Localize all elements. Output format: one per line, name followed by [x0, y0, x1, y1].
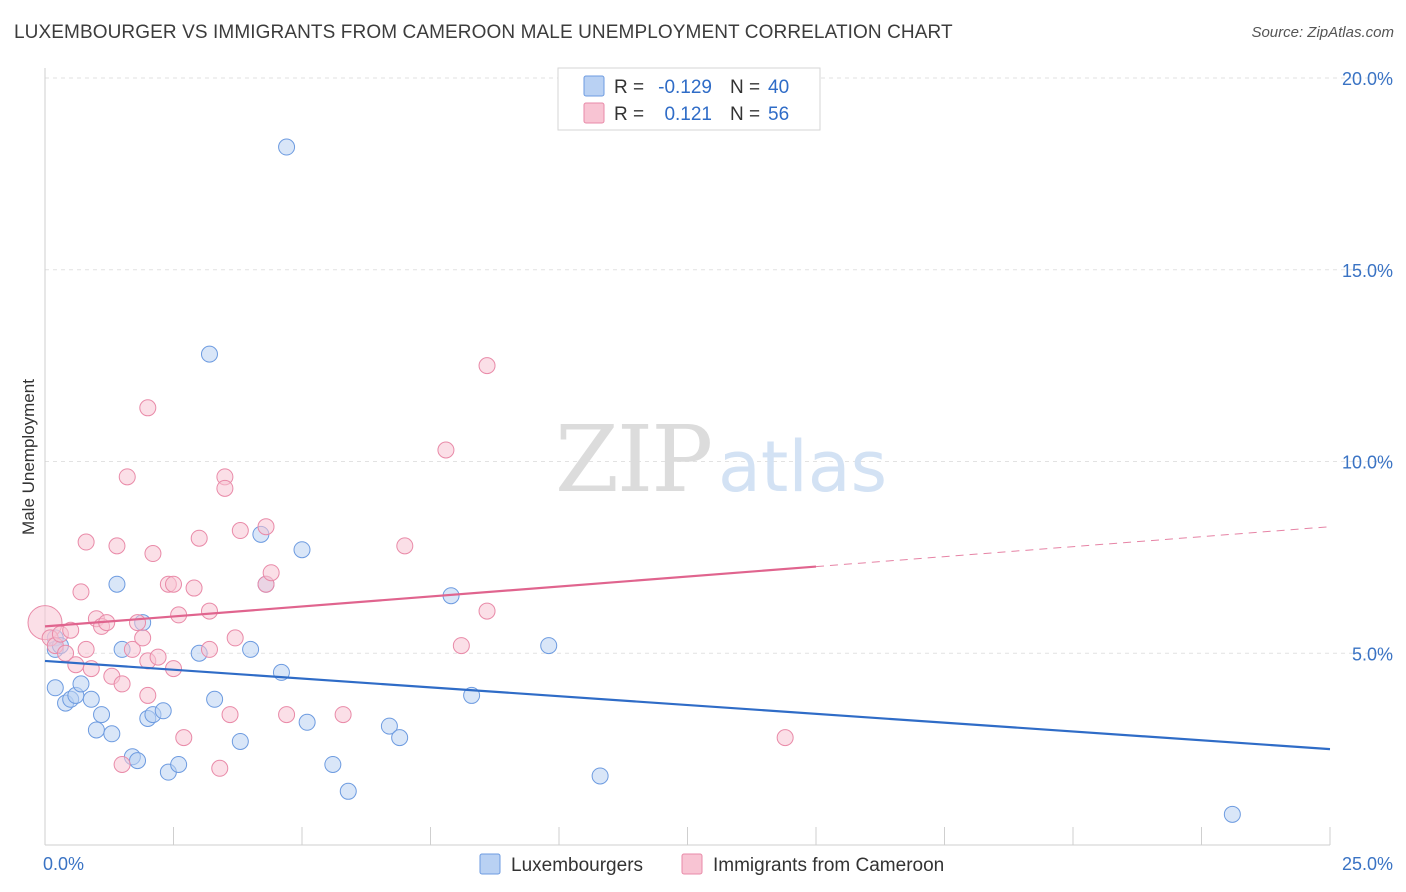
point-cameroon: [221, 706, 239, 724]
point-cameroon: [113, 675, 131, 693]
point-luxembourgers: [293, 541, 311, 559]
point-luxembourgers: [206, 690, 224, 708]
point-cameroon: [200, 602, 218, 620]
point-cameroon: [129, 614, 147, 632]
point-cameroon: [216, 479, 234, 497]
point-luxembourgers: [108, 575, 126, 593]
legend-r-value-pink: 0.121: [664, 104, 712, 125]
point-cameroon: [478, 357, 496, 375]
point-luxembourgers: [298, 713, 316, 731]
point-luxembourgers: [87, 721, 105, 739]
x-tick-label: 25.0%: [1342, 854, 1393, 874]
point-luxembourgers: [129, 752, 147, 770]
point-cameroon: [144, 545, 162, 563]
legend-n-value-pink: 56: [768, 104, 789, 125]
point-cameroon: [134, 629, 152, 647]
point-cameroon: [185, 579, 203, 597]
point-cameroon: [200, 640, 218, 658]
point-luxembourgers: [200, 345, 218, 363]
watermark-atlas: atlas: [718, 426, 887, 508]
bottom-legend-label-pink: Immigrants from Cameroon: [713, 855, 944, 876]
point-luxembourgers: [540, 637, 558, 655]
point-luxembourgers: [93, 706, 111, 724]
point-luxembourgers: [242, 640, 260, 658]
point-cameroon: [139, 399, 157, 417]
point-cameroon: [165, 575, 182, 593]
point-luxembourgers: [170, 755, 188, 773]
x-tick-label: 0.0%: [43, 854, 84, 874]
axes-layer: 5.0% 10.0% 15.0% 20.0% 0.0% 25.0%: [43, 68, 1393, 874]
point-luxembourgers: [591, 767, 609, 785]
point-luxembourgers: [380, 717, 398, 735]
point-luxembourgers: [72, 675, 90, 693]
point-cameroon: [77, 533, 95, 551]
point-cameroon: [108, 537, 126, 555]
point-cameroon: [190, 529, 208, 547]
point-cameroon: [478, 602, 496, 620]
point-cameroon: [231, 522, 249, 540]
legend-r-value-blue: -0.129: [658, 77, 712, 98]
point-luxembourgers: [103, 725, 121, 743]
legend-n-value-blue: 40: [768, 77, 789, 98]
y-tick-label: 10.0%: [1342, 453, 1393, 473]
point-luxembourgers: [391, 729, 409, 747]
watermark: ZIP atlas: [555, 406, 887, 513]
chart-title: LUXEMBOURGER VS IMMIGRANTS FROM CAMEROON…: [14, 22, 953, 43]
point-cameroon: [175, 729, 193, 747]
legend-r-label-pink: R =: [614, 104, 644, 125]
point-cameroon: [437, 441, 455, 459]
bottom-legend-swatch-pink: [681, 853, 703, 875]
grid-layer: [45, 77, 1392, 654]
trendline-blue: [44, 659, 1331, 751]
legend-box: R = -0.129 N = 40 R = 0.121 N = 56: [557, 67, 821, 131]
y-axis-title: Male Unemployment: [19, 379, 38, 535]
y-tick-label: 5.0%: [1352, 644, 1393, 664]
point-cameroon: [211, 759, 229, 777]
point-luxembourgers: [339, 782, 357, 800]
legend-n-label-pink: N =: [730, 104, 760, 125]
point-luxembourgers: [278, 138, 296, 156]
trendline-pink: [44, 565, 817, 628]
point-cameroon: [334, 706, 352, 724]
point-luxembourgers: [1223, 805, 1241, 823]
point-cameroon: [67, 656, 85, 674]
point-cameroon: [149, 648, 167, 666]
trend-layer: [44, 526, 1331, 751]
legend-swatch-pink: [583, 102, 605, 124]
point-cameroon: [278, 706, 296, 724]
chart-source: Source: ZipAtlas.com: [1251, 24, 1394, 41]
point-luxembourgers: [324, 755, 342, 773]
legend-swatch-blue: [583, 75, 605, 97]
point-cameroon: [62, 621, 80, 639]
bottom-legend-swatch-blue: [479, 853, 501, 875]
point-cameroon: [257, 518, 275, 536]
point-cameroon: [77, 640, 95, 658]
point-luxembourgers: [46, 679, 64, 697]
bottom-legend: Luxembourgers Immigrants from Cameroon: [479, 853, 944, 876]
point-cameroon: [262, 564, 280, 582]
watermark-zip: ZIP: [555, 406, 711, 513]
point-luxembourgers: [154, 702, 172, 720]
point-cameroon: [139, 686, 157, 704]
y-tick-label: 20.0%: [1342, 69, 1393, 89]
point-cameroon: [226, 629, 244, 647]
point-cameroon: [396, 537, 414, 555]
point-cameroon: [113, 755, 131, 773]
points-layer: [27, 138, 1241, 823]
bottom-legend-label-blue: Luxembourgers: [511, 855, 643, 876]
legend-r-label-blue: R =: [614, 77, 644, 98]
legend-n-label-blue: N =: [730, 77, 760, 98]
trendline-pink-extension: [815, 526, 1331, 568]
point-luxembourgers: [82, 690, 100, 708]
point-cameroon: [452, 637, 470, 655]
point-cameroon: [72, 583, 90, 601]
point-luxembourgers: [231, 732, 249, 750]
point-cameroon: [118, 468, 136, 486]
point-cameroon: [776, 729, 794, 747]
point-cameroon: [123, 640, 141, 658]
y-tick-label: 15.0%: [1342, 261, 1393, 281]
